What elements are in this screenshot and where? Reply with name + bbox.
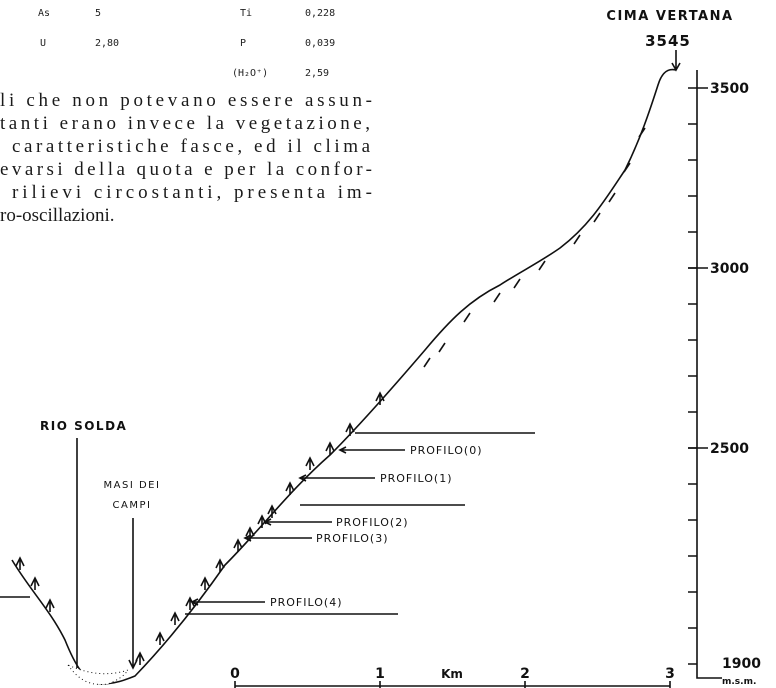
scan: As 5 Ti 0,228 U 2,80 P 0,039 (H₂O⁺) 2,59… — [0, 0, 776, 688]
distance-label: 3 — [665, 666, 675, 682]
cell: 5 — [95, 8, 101, 19]
profile-arrow — [192, 599, 265, 605]
minor-tick — [688, 124, 697, 628]
summit-altitude: 3545 — [645, 32, 691, 50]
altitude-scale: 3500 3000 2500 1900 m.s.m. — [688, 70, 761, 687]
text-line: tanti erano invece la vegetazione, — [0, 113, 370, 134]
tree — [16, 393, 384, 665]
cell: 0,228 — [305, 8, 335, 19]
scale-line — [235, 681, 670, 688]
cell: 2,80 — [95, 38, 119, 49]
profile-label: PROFILO(0) — [410, 444, 482, 457]
paragraph: li che non potevano essere assun- tanti … — [0, 90, 372, 226]
cell: Ti — [240, 8, 252, 19]
composition-table: As 5 Ti 0,228 U 2,80 P 0,039 (H₂O⁺) 2,59 — [38, 8, 335, 79]
profile-arrow — [340, 447, 405, 453]
profile-arrow — [245, 535, 312, 541]
distance-label: 2 — [520, 666, 530, 682]
cell: 2,59 — [305, 68, 329, 79]
minor-ticks — [688, 124, 697, 628]
cell: 0,039 — [305, 38, 335, 49]
cell: As — [38, 8, 50, 19]
altitude-label: 3000 — [710, 261, 749, 277]
hamlet-arrow — [129, 518, 137, 668]
altitude-label: 3500 — [710, 81, 749, 97]
summit-arrow — [672, 50, 680, 70]
page: {"table": {"rows": [["As", "5", "Ti", "0… — [0, 0, 776, 688]
altitude-unit: m.s.m. — [722, 677, 756, 687]
distance-scale: 0 1 Km 2 3 — [230, 666, 675, 688]
distance-label: 1 — [375, 666, 385, 682]
distance-label: 0 — [230, 666, 240, 682]
river-label: RIO SOLDA — [40, 419, 127, 433]
text-line: rilievi circostanti, presenta im- — [12, 182, 372, 203]
hamlet-label: CAMPI — [113, 500, 152, 511]
distance-unit: Km — [441, 667, 463, 681]
text-line: li che non potevano essere assun- — [0, 90, 372, 111]
profile-arrow — [265, 519, 332, 525]
summit-name: CIMA VERTANA — [606, 9, 733, 24]
cell: (H₂O⁺) — [232, 68, 268, 79]
altitude-label: 2500 — [710, 441, 749, 457]
altitude-label: 1900 — [722, 656, 761, 672]
profile-label: PROFILO(1) — [380, 472, 452, 485]
profiles: PROFILO(0) PROFILO(1) PROFILO(2) PROFILO… — [185, 433, 535, 614]
profile-arrow — [300, 475, 375, 481]
cell: P — [240, 38, 246, 49]
profile-label: PROFILO(4) — [270, 596, 342, 609]
profile-label: PROFILO(2) — [336, 516, 408, 529]
cell: U — [40, 38, 46, 49]
text-line: ro-oscillazioni. — [0, 205, 115, 226]
rock-hatch — [424, 128, 645, 367]
text-line: caratteristiche fasce, ed il clima — [12, 136, 371, 157]
text-line: evarsi della quota e per la confor- — [0, 159, 372, 180]
hamlet-label: MASI DEI — [104, 480, 161, 491]
profile-label: PROFILO(3) — [316, 532, 388, 545]
scale-axis — [697, 70, 722, 678]
